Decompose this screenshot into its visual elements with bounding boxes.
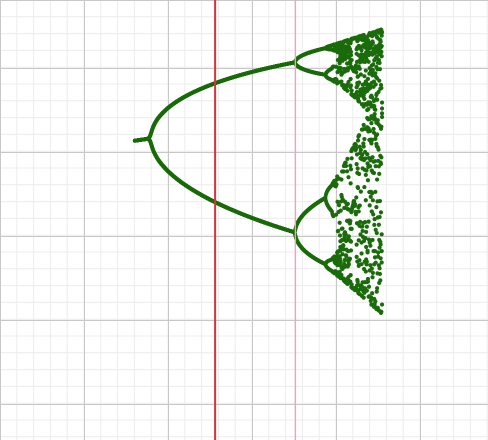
data-point — [356, 166, 360, 170]
data-point — [348, 164, 352, 168]
data-point — [353, 202, 357, 206]
data-point — [356, 138, 360, 142]
data-point — [339, 209, 343, 213]
data-point — [355, 243, 359, 247]
data-point — [349, 53, 353, 57]
data-point — [346, 202, 350, 206]
data-point — [347, 234, 351, 238]
data-point — [349, 77, 353, 81]
data-point — [339, 260, 343, 264]
data-point — [355, 255, 359, 259]
data-point — [349, 167, 353, 171]
data-point — [349, 273, 353, 277]
data-point — [350, 227, 354, 231]
data-point — [354, 70, 358, 74]
data-point — [350, 89, 354, 93]
data-point — [350, 156, 354, 160]
data-point — [349, 83, 353, 87]
data-point — [336, 229, 340, 233]
data-point — [340, 226, 344, 230]
data-point — [349, 181, 353, 185]
data-point — [348, 257, 352, 261]
data-point — [337, 203, 341, 207]
data-point — [356, 186, 360, 190]
data-point — [345, 169, 349, 173]
data-point — [341, 243, 345, 247]
data-point — [348, 219, 352, 223]
data-point — [346, 175, 350, 179]
data-point — [354, 195, 358, 199]
data-point — [338, 221, 342, 225]
data-point — [349, 248, 353, 252]
data-point — [334, 183, 338, 187]
data-point — [345, 157, 349, 161]
data-point — [345, 89, 349, 93]
data-point — [350, 58, 354, 62]
data-point — [338, 233, 342, 237]
data-point — [344, 164, 348, 168]
data-point — [339, 177, 343, 181]
data-point — [339, 66, 343, 70]
data-point — [347, 262, 351, 266]
data-point — [349, 240, 353, 244]
data-point — [340, 252, 344, 256]
data-point — [355, 162, 359, 166]
data-point — [339, 80, 343, 84]
data-point — [356, 280, 360, 284]
